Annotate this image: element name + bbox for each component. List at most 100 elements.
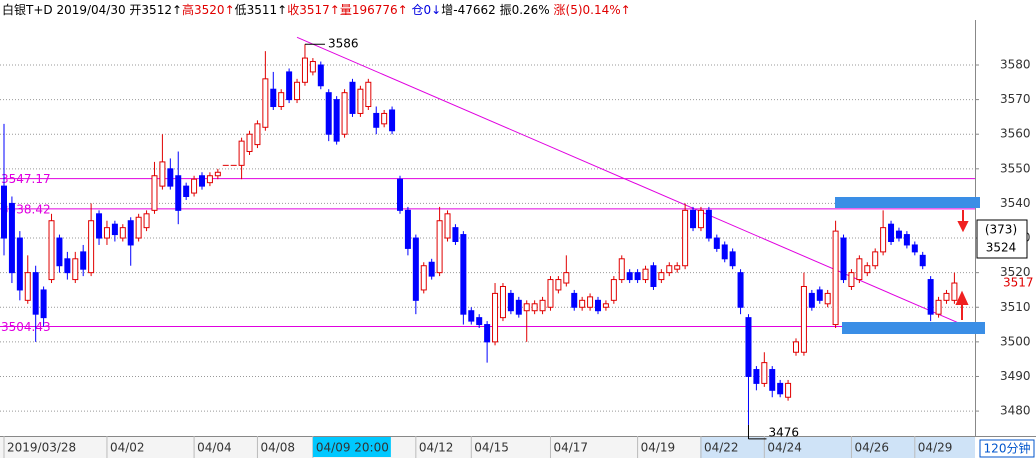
candle-body: [183, 185, 190, 198]
candle-body: [666, 265, 673, 274]
period-box: [979, 439, 1035, 458]
candle-body: [832, 230, 839, 326]
candle-body: [523, 303, 530, 312]
candle-body: [555, 279, 562, 291]
candle-body: [88, 220, 95, 274]
header-part: 量196776↑: [340, 3, 412, 17]
candle-body: [824, 292, 831, 305]
candle-body: [840, 237, 847, 281]
candle-body: [206, 175, 213, 184]
candle-body: [56, 237, 63, 267]
candle-body: [452, 227, 459, 242]
candle-body: [72, 258, 79, 281]
info-count: (373): [985, 223, 1017, 237]
candle-body: [539, 299, 546, 312]
arrow-up: [955, 290, 969, 320]
candle-body: [547, 279, 554, 308]
y-tick-label: 3580: [1000, 57, 1031, 71]
candle-body: [484, 324, 491, 343]
candle-body: [856, 258, 863, 281]
candle-body: [595, 299, 601, 312]
candle-body: [761, 362, 768, 384]
header-part: 开3512↑: [129, 3, 182, 17]
candle-body: [365, 81, 372, 108]
zone: [835, 197, 980, 208]
candle-body: [531, 303, 538, 312]
candle-body: [254, 123, 261, 146]
candle-body: [214, 171, 221, 177]
candle-body: [373, 112, 380, 128]
y-tick-label: 3500: [1000, 334, 1031, 348]
candle-body: [808, 292, 815, 308]
candle-body: [507, 292, 514, 312]
candle-body: [729, 251, 736, 267]
x-tick-label: 04/02: [110, 441, 145, 455]
candle-body: [499, 285, 506, 319]
candle-body: [769, 369, 776, 391]
candle-body: [793, 341, 799, 353]
x-tick-label: 04/29: [918, 441, 953, 455]
candle-body: [412, 237, 419, 301]
candle-body: [278, 92, 285, 108]
candle-body: [8, 202, 15, 274]
candle-body: [658, 272, 665, 281]
candle-body: [80, 251, 87, 270]
y-tick-label: 3490: [1000, 369, 1031, 383]
candle-body: [262, 78, 269, 128]
y-tick-label: 3480: [1000, 404, 1031, 418]
x-tick-label: 04/08: [260, 441, 295, 455]
candle-body: [381, 112, 388, 125]
candle-body: [674, 265, 681, 270]
annotation-high: 3586: [328, 37, 359, 51]
candle-body: [317, 64, 324, 87]
candle-body: [349, 81, 356, 114]
candle-body: [301, 57, 308, 83]
h-line-label: 3538.42: [1, 202, 51, 216]
h-line-label: 3504.43: [1, 320, 51, 334]
candle-body: [951, 282, 958, 301]
candle-body: [650, 265, 657, 287]
candle-body: [682, 209, 689, 267]
candle-body: [460, 234, 467, 315]
candle-body: [911, 244, 918, 253]
h-line-label: 3547.17: [1, 172, 51, 186]
header-part: 涨(5)0.14%↑: [554, 2, 631, 17]
candle-body: [753, 369, 760, 384]
x-tick-label: 04/17: [553, 441, 588, 455]
header-part: 低3511↑: [235, 3, 288, 17]
x-tick-label: 04/12: [419, 441, 454, 455]
candle-body: [420, 265, 427, 291]
candle-body: [357, 88, 364, 114]
candle-body: [642, 268, 649, 281]
x-tick-label: 04/09 20:00: [316, 441, 389, 455]
y-tick-label: 3560: [1000, 127, 1031, 141]
x-tick-label: 04/04: [197, 441, 232, 455]
candle-body: [618, 258, 625, 281]
candle-body: [713, 237, 720, 249]
candle-body: [16, 237, 23, 291]
zone: [842, 322, 985, 334]
candle-body: [127, 220, 134, 246]
candle-body: [325, 92, 332, 135]
candle-body: [428, 261, 435, 277]
candle-body: [294, 81, 301, 101]
candle-body: [32, 272, 39, 315]
header-part: 白银T+D 2019/04/30: [2, 2, 129, 17]
candle-body: [777, 382, 784, 395]
x-tick-label: 04/26: [854, 441, 889, 455]
y-tick-label: 3570: [1000, 92, 1031, 106]
candle-body: [690, 209, 697, 229]
candle-body: [515, 299, 522, 315]
header: 白银T+D 2019/04/30 开3512↑高3520↑低3511↑收3517…: [2, 2, 631, 17]
candle-body: [103, 227, 110, 239]
x-tick-label: 2019/03/28: [7, 441, 76, 455]
header-part: 高3520↑: [182, 2, 235, 17]
candle-body: [96, 213, 103, 239]
candle-body: [48, 220, 55, 281]
candle-body: [903, 234, 910, 246]
candle-body: [602, 303, 609, 308]
candle-body: [943, 292, 950, 301]
y-tick-label: 3510: [1000, 300, 1031, 314]
candle-body: [927, 279, 934, 315]
